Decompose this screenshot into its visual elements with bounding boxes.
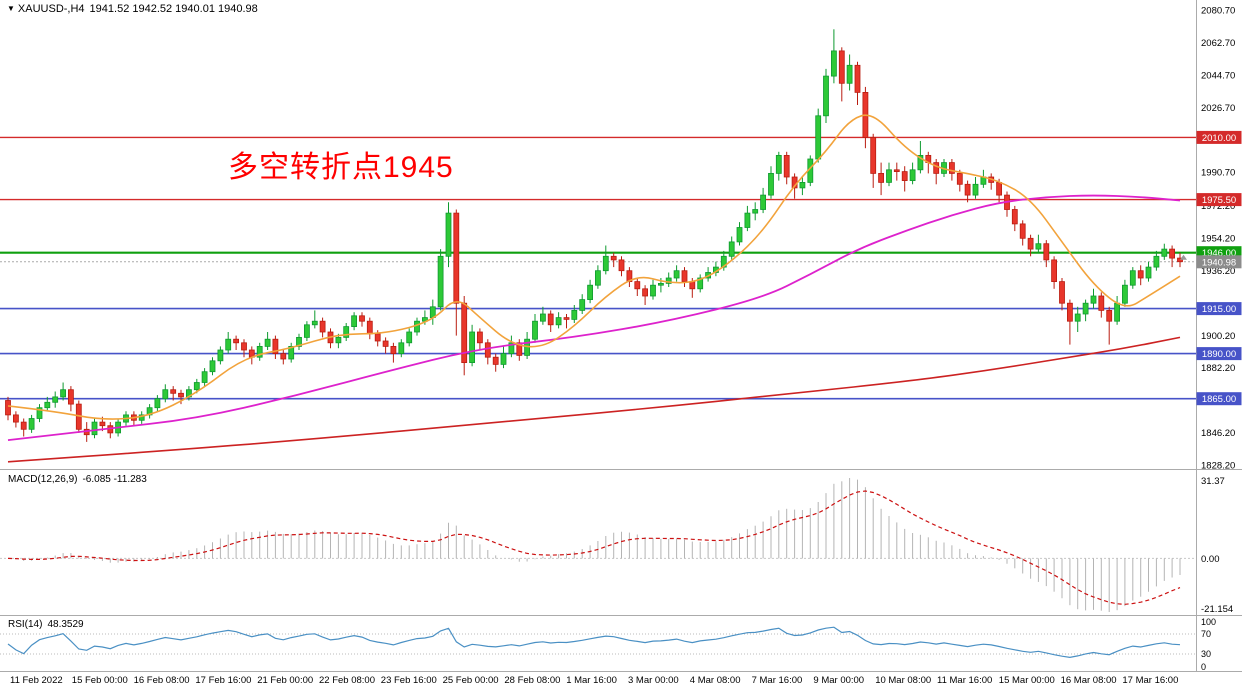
time-label: 28 Feb 08:00 (504, 675, 560, 686)
time-label: 22 Feb 08:00 (319, 675, 375, 686)
macd-tick: 0.00 (1201, 554, 1220, 565)
rsi-tick: 100 (1201, 617, 1216, 627)
price-badge-1890.00: 1890.00 (1196, 347, 1242, 361)
ohlc-readout: 1941.52 1942.52 1940.01 1940.98 (89, 3, 258, 15)
macd-histogram (15, 478, 1181, 612)
price-tick: 1972.20 (1201, 201, 1235, 212)
time-label: 11 Feb 2022 (10, 675, 63, 686)
ma-fast-line (7, 114, 1181, 420)
badge-text: 1890.00 (1202, 349, 1236, 360)
candles (5, 29, 1183, 442)
main-chart-canvas[interactable]: 2080.70 2062.70 2044.70 2026.70 1990.70 1972.… (0, 0, 1242, 470)
macd-tick: 31.37 (1201, 476, 1225, 487)
time-label: 11 Mar 16:00 (937, 675, 992, 686)
ma-slow-line (7, 336, 1181, 463)
rsi-line (7, 626, 1181, 659)
price-tick: 2080.70 (1201, 6, 1235, 17)
price-tick: 1954.20 (1201, 234, 1235, 245)
price-tick: 1936.20 (1201, 266, 1235, 277)
time-axis-canvas[interactable]: 11 Feb 2022 15 Feb 00:00 16 Feb 08:00 17 Fe… (0, 672, 1242, 688)
price-badge-2010.00: 2010.00 (1196, 130, 1242, 144)
price-tick: 1828.20 (1201, 461, 1235, 471)
rsi-canvas[interactable]: 100 70 30 0 (0, 616, 1242, 672)
time-label: 4 Mar 08:00 (690, 675, 741, 686)
time-label: 10 Mar 08:00 (875, 675, 931, 686)
time-label: 16 Mar 08:00 (1061, 675, 1117, 686)
time-label: 15 Feb 00:00 (72, 675, 128, 686)
ma-medium-line (7, 194, 1181, 441)
price-tick: 1882.20 (1201, 363, 1235, 374)
current-price-badge: 1940.98 (1196, 255, 1242, 269)
rsi-label: RSI(14) 48.3529 (8, 619, 84, 630)
macd-canvas[interactable]: 31.37 0.00 -21.154 (0, 470, 1242, 616)
chevron-down-icon[interactable]: ▼ (7, 4, 15, 13)
price-tick: 1846.20 (1201, 428, 1235, 439)
macd-values: -6.085 -11.283 (82, 474, 147, 485)
badge-text: 1915.00 (1202, 304, 1236, 315)
price-tick: 1900.20 (1201, 331, 1235, 342)
price-tick: 1990.70 (1201, 168, 1235, 179)
time-label: 23 Feb 16:00 (381, 675, 437, 686)
badge-text: 2010.00 (1202, 133, 1236, 144)
badge-text: 1940.98 (1202, 257, 1236, 268)
time-label: 17 Feb 16:00 (195, 675, 251, 686)
time-label: 17 Mar 16:00 (1122, 675, 1178, 686)
time-label: 1 Mar 16:00 (566, 675, 617, 686)
macd-title: MACD(12,26,9) (8, 474, 78, 485)
annotation-text[interactable]: 多空转折点1945 (228, 151, 454, 184)
macd-signal-line (7, 490, 1181, 605)
time-label: 9 Mar 00:00 (813, 675, 864, 686)
rsi-tick: 0 (1201, 662, 1206, 672)
price-badge-1865.00: 1865.00 (1196, 392, 1242, 406)
current-price-arrow (1180, 254, 1187, 260)
price-badge-1975.50: 1975.50 (1196, 193, 1242, 207)
time-label: 25 Feb 00:00 (443, 675, 499, 686)
badge-text: 1865.00 (1202, 394, 1236, 405)
time-label: 16 Feb 08:00 (134, 675, 190, 686)
price-tick: 2062.70 (1201, 38, 1235, 49)
badge-text: 1946.00 (1202, 248, 1236, 259)
price-tick: 2026.70 (1201, 103, 1235, 114)
badge-text: 1975.50 (1202, 195, 1236, 206)
symbol-info: ▼ XAUUSD-,H4 1941.52 1942.52 1940.01 1940.… (7, 3, 258, 15)
rsi-tick: 70 (1201, 629, 1211, 639)
time-label: 3 Mar 00:00 (628, 675, 679, 686)
time-label: 21 Feb 00:00 (257, 675, 313, 686)
time-label: 15 Mar 00:00 (999, 675, 1055, 686)
rsi-title: RSI(14) (8, 619, 43, 630)
rsi-tick: 30 (1201, 649, 1211, 659)
time-label: 7 Mar 16:00 (752, 675, 803, 686)
price-tick: 2044.70 (1201, 70, 1235, 81)
macd-label: MACD(12,26,9) -6.085 -11.283 (8, 474, 147, 485)
macd-tick: -21.154 (1201, 604, 1233, 615)
rsi-value: 48.3529 (47, 619, 84, 630)
price-badge-1915.00: 1915.00 (1196, 302, 1242, 316)
symbol-label: XAUUSD-,H4 (17, 3, 85, 15)
